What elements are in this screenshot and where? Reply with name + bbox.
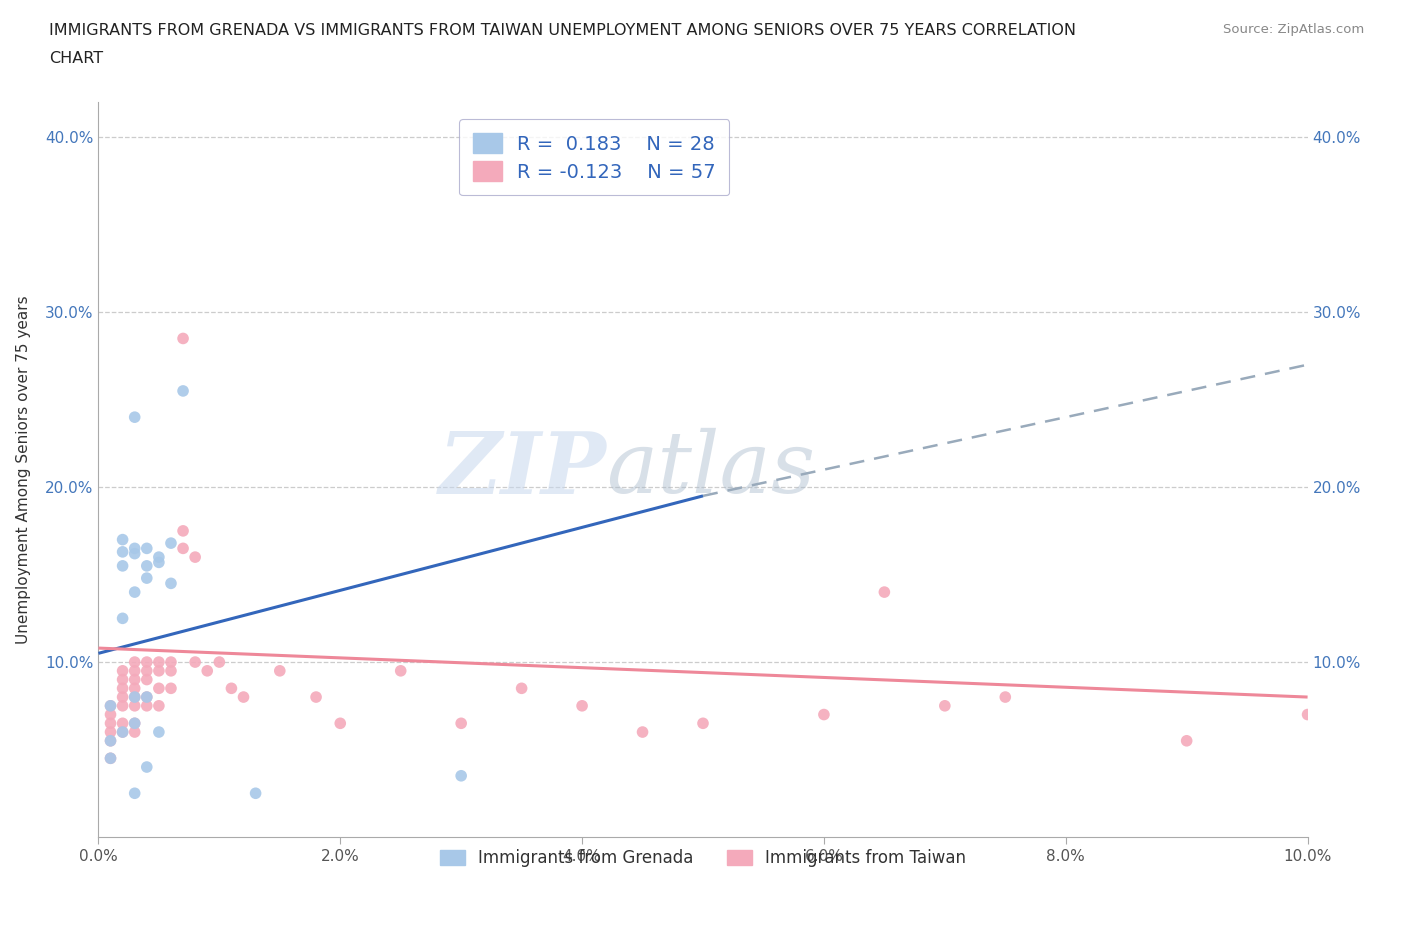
Text: IMMIGRANTS FROM GRENADA VS IMMIGRANTS FROM TAIWAN UNEMPLOYMENT AMONG SENIORS OVE: IMMIGRANTS FROM GRENADA VS IMMIGRANTS FR… — [49, 23, 1076, 38]
Point — [934, 698, 956, 713]
Point — [221, 681, 243, 696]
Point — [124, 410, 146, 425]
Point — [111, 698, 134, 713]
Point — [571, 698, 593, 713]
Point — [813, 707, 835, 722]
Point — [100, 698, 122, 713]
Point — [160, 576, 183, 591]
Point — [184, 550, 207, 565]
Point — [148, 655, 170, 670]
Point — [160, 536, 183, 551]
Point — [994, 690, 1017, 705]
Point — [124, 716, 146, 731]
Point — [124, 663, 146, 678]
Point — [160, 655, 183, 670]
Text: atlas: atlas — [606, 429, 815, 511]
Point — [510, 681, 533, 696]
Point — [148, 555, 170, 570]
Point — [111, 724, 134, 739]
Text: Source: ZipAtlas.com: Source: ZipAtlas.com — [1223, 23, 1364, 36]
Point — [172, 331, 194, 346]
Point — [1296, 707, 1319, 722]
Point — [124, 672, 146, 687]
Point — [111, 716, 134, 731]
Text: ZIP: ZIP — [439, 428, 606, 512]
Point — [100, 724, 122, 739]
Point — [100, 751, 122, 765]
Point — [172, 524, 194, 538]
Point — [631, 724, 654, 739]
Point — [1175, 734, 1198, 749]
Point — [148, 724, 170, 739]
Point — [111, 681, 134, 696]
Point — [100, 707, 122, 722]
Point — [195, 663, 218, 678]
Point — [124, 698, 146, 713]
Point — [111, 558, 134, 573]
Point — [124, 716, 146, 731]
Point — [100, 698, 122, 713]
Text: CHART: CHART — [49, 51, 103, 66]
Point — [135, 663, 157, 678]
Point — [111, 611, 134, 626]
Point — [135, 690, 157, 705]
Point — [135, 690, 157, 705]
Point — [692, 716, 714, 731]
Point — [450, 716, 472, 731]
Point — [160, 681, 183, 696]
Point — [208, 655, 231, 670]
Point — [172, 541, 194, 556]
Point — [111, 724, 134, 739]
Point — [135, 698, 157, 713]
Point — [111, 690, 134, 705]
Point — [111, 532, 134, 547]
Point — [184, 655, 207, 670]
Point — [172, 383, 194, 398]
Point — [135, 571, 157, 586]
Y-axis label: Unemployment Among Seniors over 75 years: Unemployment Among Seniors over 75 years — [17, 296, 31, 644]
Point — [135, 760, 157, 775]
Point — [124, 585, 146, 600]
Point — [148, 698, 170, 713]
Point — [124, 690, 146, 705]
Point — [245, 786, 267, 801]
Point — [269, 663, 291, 678]
Point — [100, 734, 122, 749]
Point — [873, 585, 896, 600]
Point — [329, 716, 352, 731]
Point — [232, 690, 254, 705]
Point — [135, 541, 157, 556]
Point — [148, 550, 170, 565]
Legend: Immigrants from Grenada, Immigrants from Taiwan: Immigrants from Grenada, Immigrants from… — [426, 835, 980, 880]
Point — [124, 690, 146, 705]
Point — [160, 663, 183, 678]
Point — [148, 663, 170, 678]
Point — [124, 655, 146, 670]
Point — [135, 655, 157, 670]
Point — [305, 690, 328, 705]
Point — [450, 768, 472, 783]
Point — [124, 786, 146, 801]
Point — [124, 541, 146, 556]
Point — [100, 751, 122, 765]
Point — [100, 734, 122, 749]
Point — [389, 663, 412, 678]
Point — [124, 546, 146, 561]
Point — [111, 544, 134, 559]
Point — [135, 672, 157, 687]
Point — [100, 716, 122, 731]
Point — [124, 681, 146, 696]
Point — [111, 672, 134, 687]
Point — [111, 663, 134, 678]
Point — [135, 558, 157, 573]
Point — [124, 724, 146, 739]
Point — [148, 681, 170, 696]
